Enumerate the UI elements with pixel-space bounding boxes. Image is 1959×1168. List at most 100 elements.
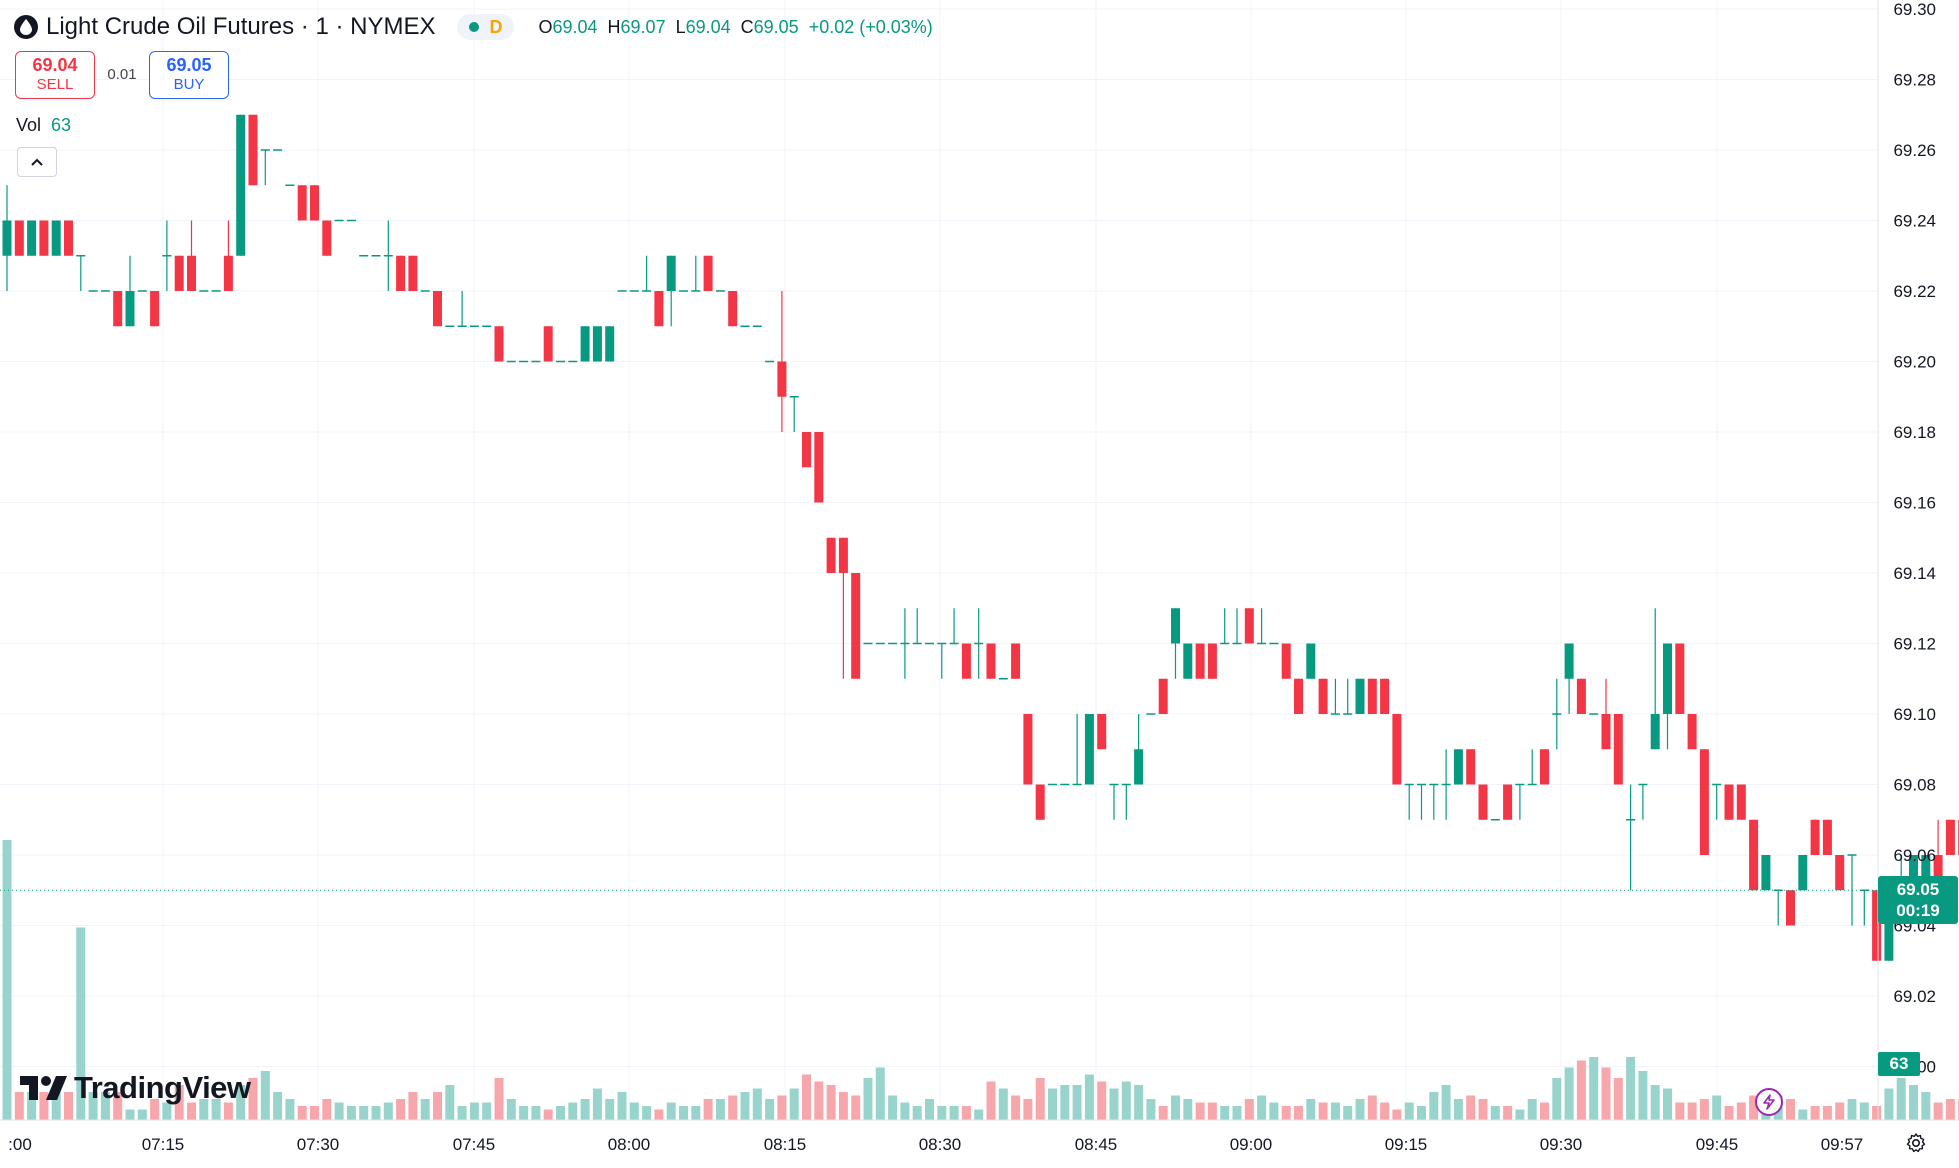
volume-legend[interactable]: Vol 63 <box>16 115 71 136</box>
volume-bar <box>1847 1099 1857 1120</box>
volume-bar <box>531 1106 541 1120</box>
candle <box>1060 783 1070 786</box>
market-status[interactable]: D <box>457 14 515 40</box>
sell-button[interactable]: 69.04 SELL <box>15 51 95 99</box>
volume-bar <box>1306 1099 1316 1120</box>
candle <box>1244 608 1254 644</box>
candle <box>1429 783 1439 820</box>
time-axis[interactable]: :00 07:15 07:30 07:45 08:00 08:15 08:30 08:45 09… <box>8 1135 1863 1154</box>
candle <box>777 291 787 432</box>
volume-bars <box>2 840 1959 1120</box>
candle <box>1859 889 1869 926</box>
candle <box>1872 890 1882 961</box>
time-tick-label: 09:00 <box>1230 1135 1273 1154</box>
volume-bar <box>605 1099 615 1120</box>
candle <box>592 326 602 362</box>
tradingview-logo[interactable]: TradingView <box>20 1070 251 1106</box>
volume-bar <box>802 1074 811 1120</box>
volume-bar <box>64 1092 73 1120</box>
candle <box>1453 749 1463 785</box>
candle <box>1404 783 1414 820</box>
candle <box>629 290 639 292</box>
candle <box>789 396 799 432</box>
price-tick-label: 69.10 <box>1893 705 1936 724</box>
time-tick-label: 08:15 <box>764 1135 807 1154</box>
volume-bar <box>1060 1085 1070 1120</box>
candle <box>752 325 762 327</box>
candle <box>605 326 615 362</box>
candle <box>642 255 652 292</box>
candle <box>1490 819 1500 821</box>
volume-bar <box>396 1099 406 1120</box>
candle <box>211 290 221 292</box>
candle <box>1318 678 1328 714</box>
candle <box>1232 608 1242 645</box>
candle <box>838 537 848 679</box>
candle <box>1822 819 1832 855</box>
candle <box>1011 643 1021 679</box>
candlesticks <box>2 114 1959 961</box>
candle <box>396 255 406 291</box>
candle <box>310 185 319 221</box>
volume-bar <box>1207 1102 1217 1120</box>
candle <box>888 642 898 645</box>
volume-bar <box>1810 1106 1820 1120</box>
volume-bar <box>1564 1067 1574 1120</box>
candle <box>1613 714 1623 785</box>
collapse-legend-button[interactable] <box>17 147 57 177</box>
candle <box>1294 678 1303 714</box>
candle <box>543 326 553 362</box>
volume-bar <box>1466 1095 1476 1120</box>
candle <box>1576 678 1586 714</box>
volume-bar <box>1749 1095 1759 1120</box>
volume-bar <box>789 1088 799 1120</box>
candle <box>1712 783 1722 820</box>
volume-bar <box>654 1109 664 1120</box>
gear-icon[interactable] <box>1904 1131 1928 1155</box>
candle <box>1515 783 1525 820</box>
candle <box>814 432 824 503</box>
buy-button[interactable]: 69.05 BUY <box>149 51 229 99</box>
time-tick-label: 08:45 <box>1075 1135 1118 1154</box>
volume-bar <box>1109 1088 1119 1120</box>
volume-bar <box>961 1106 971 1120</box>
candle <box>346 219 356 222</box>
candle <box>1330 678 1340 715</box>
candle <box>1306 643 1316 679</box>
candle <box>113 291 123 327</box>
volume-bar <box>1097 1081 1107 1120</box>
volume-legend-label: Vol <box>16 115 42 135</box>
volume-bar <box>137 1109 147 1120</box>
candle <box>1589 713 1599 715</box>
volume-bar <box>100 1092 110 1120</box>
volume-bar <box>1601 1067 1611 1120</box>
volume-bar <box>777 1095 787 1120</box>
volume-bar <box>1084 1074 1094 1120</box>
volume-bar <box>1576 1060 1586 1120</box>
candle <box>322 220 332 256</box>
volume-bar <box>39 1092 49 1120</box>
volume-bar <box>543 1109 553 1120</box>
volume-bar <box>371 1106 381 1120</box>
price-tick-label: 69.30 <box>1893 0 1936 19</box>
candle <box>863 642 873 645</box>
bar-countdown: 00:19 <box>1896 901 1940 920</box>
volume-bar <box>1294 1106 1303 1120</box>
volume-bar <box>1527 1099 1537 1120</box>
candle <box>187 220 196 291</box>
symbol-title[interactable]: Light Crude Oil Futures · 1 · NYMEX <box>46 13 436 40</box>
lightning-icon[interactable] <box>1755 1088 1783 1116</box>
time-tick-label: :00 <box>8 1135 32 1154</box>
candle <box>1072 714 1082 786</box>
oil-drop-icon <box>14 15 38 39</box>
chevron-up-icon <box>31 158 43 166</box>
volume-bar <box>888 1095 898 1120</box>
volume-bar <box>223 1102 233 1120</box>
candle <box>1134 714 1144 785</box>
candle <box>1367 678 1377 714</box>
volume-bar <box>482 1102 492 1120</box>
volume-bar <box>445 1085 455 1120</box>
candle <box>137 290 147 292</box>
volume-bar <box>408 1092 418 1120</box>
